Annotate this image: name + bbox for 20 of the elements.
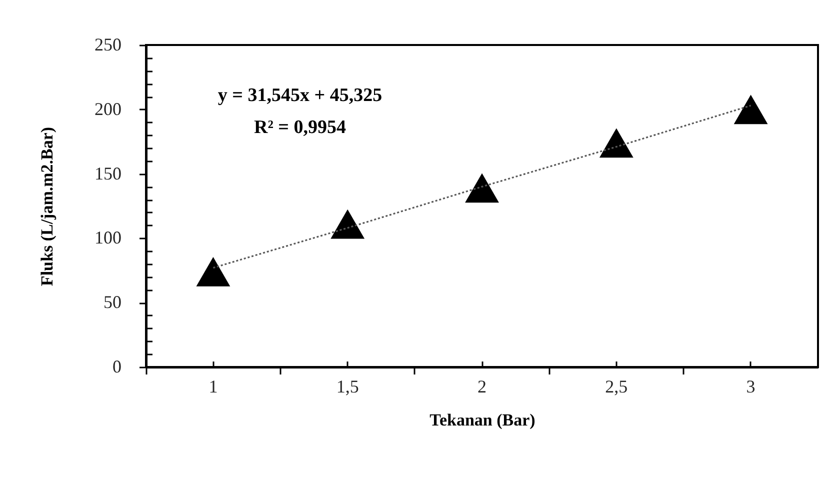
annotation: R² = 0,9954 [254,117,346,138]
x-tick-label: 1 [208,376,218,396]
x-tick-label: 2,5 [605,376,628,396]
point [330,209,365,239]
y-tick-label: 0 [112,356,122,376]
x-tick-label: 3 [746,376,756,396]
y-tick-label: 250 [94,34,122,54]
y-axis-title: Fluks (L/jam.m2.Bar) [38,126,56,286]
x-tick-label: 1,5 [336,376,359,396]
y-tick-label: 200 [94,98,122,119]
annotation: y = 31,545x + 45,325 [218,85,382,106]
y-tick-label: 100 [94,228,122,248]
x-axis-title: Tekanan (Bar) [430,410,536,430]
y-tick-label: 150 [94,163,122,184]
x-tick-label: 2 [478,376,486,396]
point [465,173,499,203]
point [599,128,634,158]
point [196,257,230,286]
y-tick-label: 50 [104,292,122,312]
point [734,94,768,124]
